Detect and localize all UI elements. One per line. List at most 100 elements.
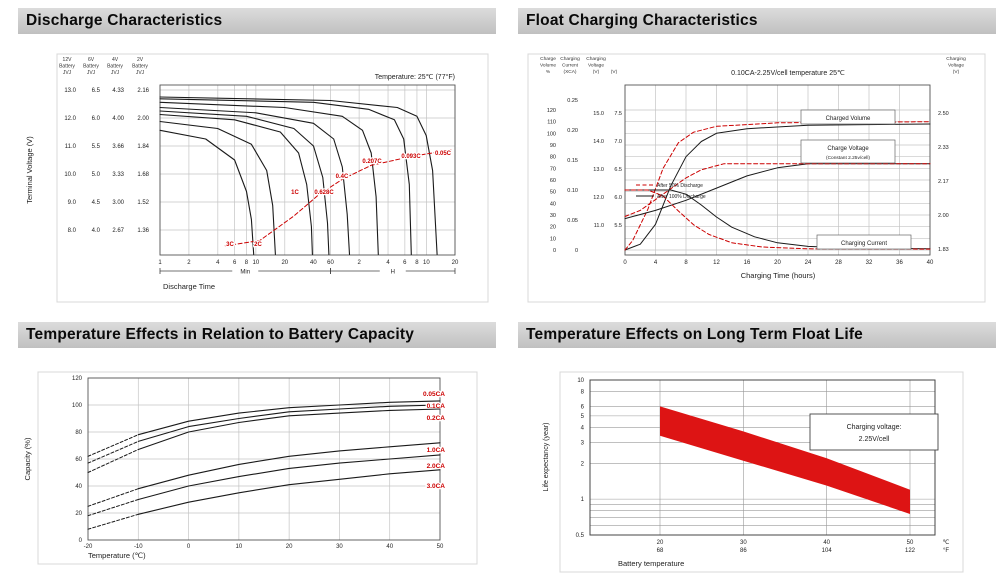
y-tick-label: 0.5 — [576, 533, 585, 539]
x-tick-label: 10 — [236, 544, 243, 550]
x-tick-label: 60 — [327, 260, 334, 266]
y-tick-label: 5.5 — [92, 144, 101, 150]
0.2CA-curve-dashed-head — [87, 449, 139, 473]
y-tick-label: 12.0 — [593, 195, 604, 201]
y-tick-label: 0.10 — [567, 188, 578, 194]
axis-header: (V) — [593, 69, 600, 75]
y-tick-label: 60 — [550, 178, 556, 184]
y-tick-label: 80 — [75, 430, 82, 436]
y-tick-label: 3 — [581, 440, 585, 446]
discharge-curve-1C — [159, 113, 313, 256]
y-tick-label: 14.0 — [593, 139, 604, 145]
x-tick-label-celsius: 30 — [740, 540, 747, 546]
x-tick-label: 2 — [357, 260, 361, 266]
panel-float-charging: Float Charging Characteristics 0 4 8 12 16 20… — [518, 8, 996, 312]
temperature-note: Temperature: 25℃ (77°F) — [375, 73, 455, 81]
chart-outer-border — [559, 371, 964, 573]
0.1CA-curve — [137, 404, 441, 442]
x-tick-label: 20 — [452, 260, 459, 266]
axis-unit-label: Min — [240, 270, 250, 276]
y-axis-title: Capacity (%) — [23, 437, 32, 480]
float-life-chart-svg: 1086543210.5206830864010450122℃°FChargin… — [543, 371, 964, 573]
scale-header: Battery — [83, 64, 99, 70]
y-tick-label: 4 — [581, 425, 585, 431]
series-label: (Constant 2.25v/cell) — [826, 155, 870, 161]
scale-header: 6V — [88, 57, 95, 63]
series-rate-label: 1.0CA — [427, 447, 446, 454]
axis-header: (XCA) — [563, 69, 576, 75]
y-tick-label: 2 — [581, 461, 585, 467]
scale-header: Battery — [59, 64, 75, 70]
rate-label: 0.207C — [362, 159, 382, 165]
x-tick-label-fahrenheit: 86 — [740, 548, 747, 554]
x-tick-label: 50 — [437, 544, 444, 550]
plot-border — [87, 377, 441, 541]
series-rate-label: 0.05CA — [423, 391, 445, 398]
x-tick-label: 2 — [187, 260, 191, 266]
x-tick-label: 8 — [415, 260, 419, 266]
series-label-box — [800, 109, 896, 125]
x-tick-label: 0 — [187, 544, 191, 550]
y-tick-label: 2.16 — [137, 88, 149, 94]
1.0CA-curve-dashed-head — [87, 488, 139, 507]
y-tick-label: 7.0 — [614, 139, 622, 145]
y-tick-label: 0.05 — [567, 218, 578, 224]
y-tick-label: 5.5 — [614, 223, 622, 229]
y-tick-label: 6.0 — [92, 116, 101, 122]
y-tick-label: 100 — [72, 403, 83, 409]
axis-header: Volume — [540, 63, 556, 69]
section-title-discharge: Discharge Characteristics — [26, 12, 223, 29]
chart-outer-border — [37, 371, 478, 565]
y-tick-label: 120 — [72, 376, 83, 382]
x-tick-label: 12 — [713, 260, 720, 266]
y-tick-label: 40 — [75, 484, 82, 490]
y-tick-label: 1.83 — [938, 247, 949, 253]
x-unit-fahrenheit: °F — [943, 548, 949, 554]
y-tick-label: 6 — [581, 404, 585, 410]
panel-temp-capacity: Temperature Effects in Relation to Batte… — [18, 322, 496, 582]
y-tick-label: 6.0 — [614, 195, 622, 201]
y-tick-label: 2.00 — [938, 213, 949, 219]
axis-header: Voltage — [948, 63, 964, 69]
axis-unit-label: H — [391, 270, 395, 276]
discharge-chart-svg: 12VBatteryJVJ13.012.011.010.09.08.06VBat… — [25, 53, 489, 303]
y-tick-label: 10 — [550, 236, 556, 242]
charge-voltage-100-curve — [624, 163, 931, 220]
y-tick-label: 13.0 — [593, 167, 604, 173]
0.1CA-curve-dashed-head — [87, 440, 139, 464]
x-tick-label: 10 — [423, 260, 430, 266]
2.0CA-curve — [137, 454, 441, 501]
axis-header: Charging — [586, 56, 606, 62]
rate-label: 2C — [254, 242, 262, 248]
life-expectancy-band — [660, 406, 910, 514]
y-tick-label: 5 — [581, 414, 585, 420]
1.0CA-curve — [137, 442, 441, 490]
x-tick-label-celsius: 50 — [907, 540, 914, 546]
x-tick-label: 36 — [896, 260, 903, 266]
y-tick-label: 1.68 — [137, 172, 149, 178]
series-label-box — [816, 234, 912, 250]
x-tick-label-fahrenheit: 68 — [657, 548, 664, 554]
y-tick-label: 1.36 — [137, 228, 149, 234]
y-tick-label: 110 — [547, 120, 556, 126]
y-tick-label: 20 — [75, 511, 82, 517]
legend-label: After 50% Discharge — [657, 183, 703, 189]
x-tick-label: 4 — [216, 260, 220, 266]
section-header-float-life: Temperature Effects on Long Term Float L… — [518, 322, 996, 348]
x-axis-title: Discharge Time — [163, 282, 215, 291]
y-tick-label: 8.0 — [68, 228, 77, 234]
series-rate-label: 0.2CA — [427, 415, 446, 422]
y-tick-label: 10.0 — [64, 172, 76, 178]
section-header-float-charging: Float Charging Characteristics — [518, 8, 996, 34]
y-tick-label: 0.25 — [567, 98, 578, 104]
charging-current-50-curve — [624, 189, 931, 250]
x-tick-label: 20 — [774, 260, 781, 266]
axis-header: (V) — [611, 69, 618, 75]
x-tick-label-celsius: 20 — [657, 540, 664, 546]
section-header-temp-capacity: Temperature Effects in Relation to Batte… — [18, 322, 496, 348]
section-title-float-charging: Float Charging Characteristics — [526, 12, 758, 29]
charged-volume-100-curve — [624, 123, 931, 251]
y-tick-label: 11.0 — [594, 223, 604, 229]
